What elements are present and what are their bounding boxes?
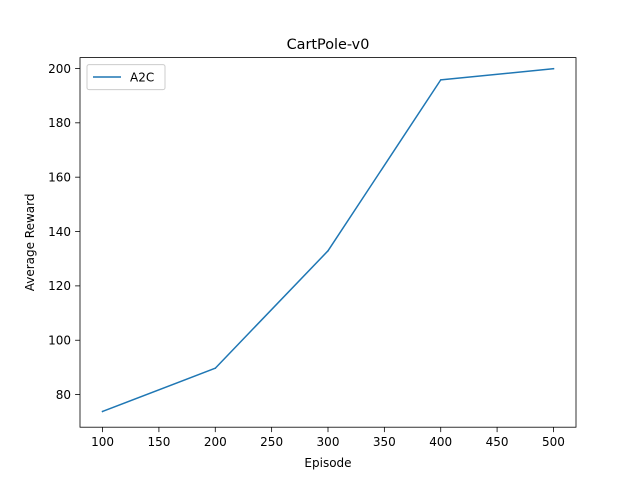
legend-box [86, 64, 166, 91]
legend-label-a2c: A2C [130, 71, 154, 85]
x-tick-label: 250 [260, 435, 283, 449]
data-point [214, 367, 217, 369]
y-tick-label: 200 [48, 62, 71, 76]
y-tick-label: 120 [48, 279, 71, 293]
x-tick-label: 500 [542, 435, 565, 449]
y-tick-label: 160 [48, 170, 71, 184]
series-layer [101, 67, 555, 413]
y-axis-ticks: 80 100 120 140 160 180 200 [48, 62, 80, 402]
y-tick-label: 80 [56, 388, 71, 402]
x-tick-label: 450 [486, 435, 509, 449]
x-tick-label: 300 [317, 435, 340, 449]
x-axis-ticks: 100 150 200 250 300 350 400 450 500 [91, 427, 565, 449]
x-axis-label: Episode [304, 456, 351, 470]
data-point [327, 250, 329, 252]
data-point [101, 410, 104, 413]
x-tick-label: 350 [373, 435, 396, 449]
y-axis-label: Average Reward [23, 194, 37, 292]
y-tick-label: 140 [48, 225, 71, 239]
y-tick-label: 100 [48, 334, 71, 348]
x-tick-label: 100 [91, 435, 114, 449]
x-tick-label: 150 [147, 435, 170, 449]
x-tick-label: 200 [204, 435, 227, 449]
chart-title: CartPole-v0 [287, 37, 370, 53]
data-point [439, 79, 442, 81]
data-point [552, 67, 555, 70]
y-tick-label: 180 [48, 116, 71, 130]
x-tick-label: 400 [429, 435, 452, 449]
legend: A2C [86, 64, 166, 91]
